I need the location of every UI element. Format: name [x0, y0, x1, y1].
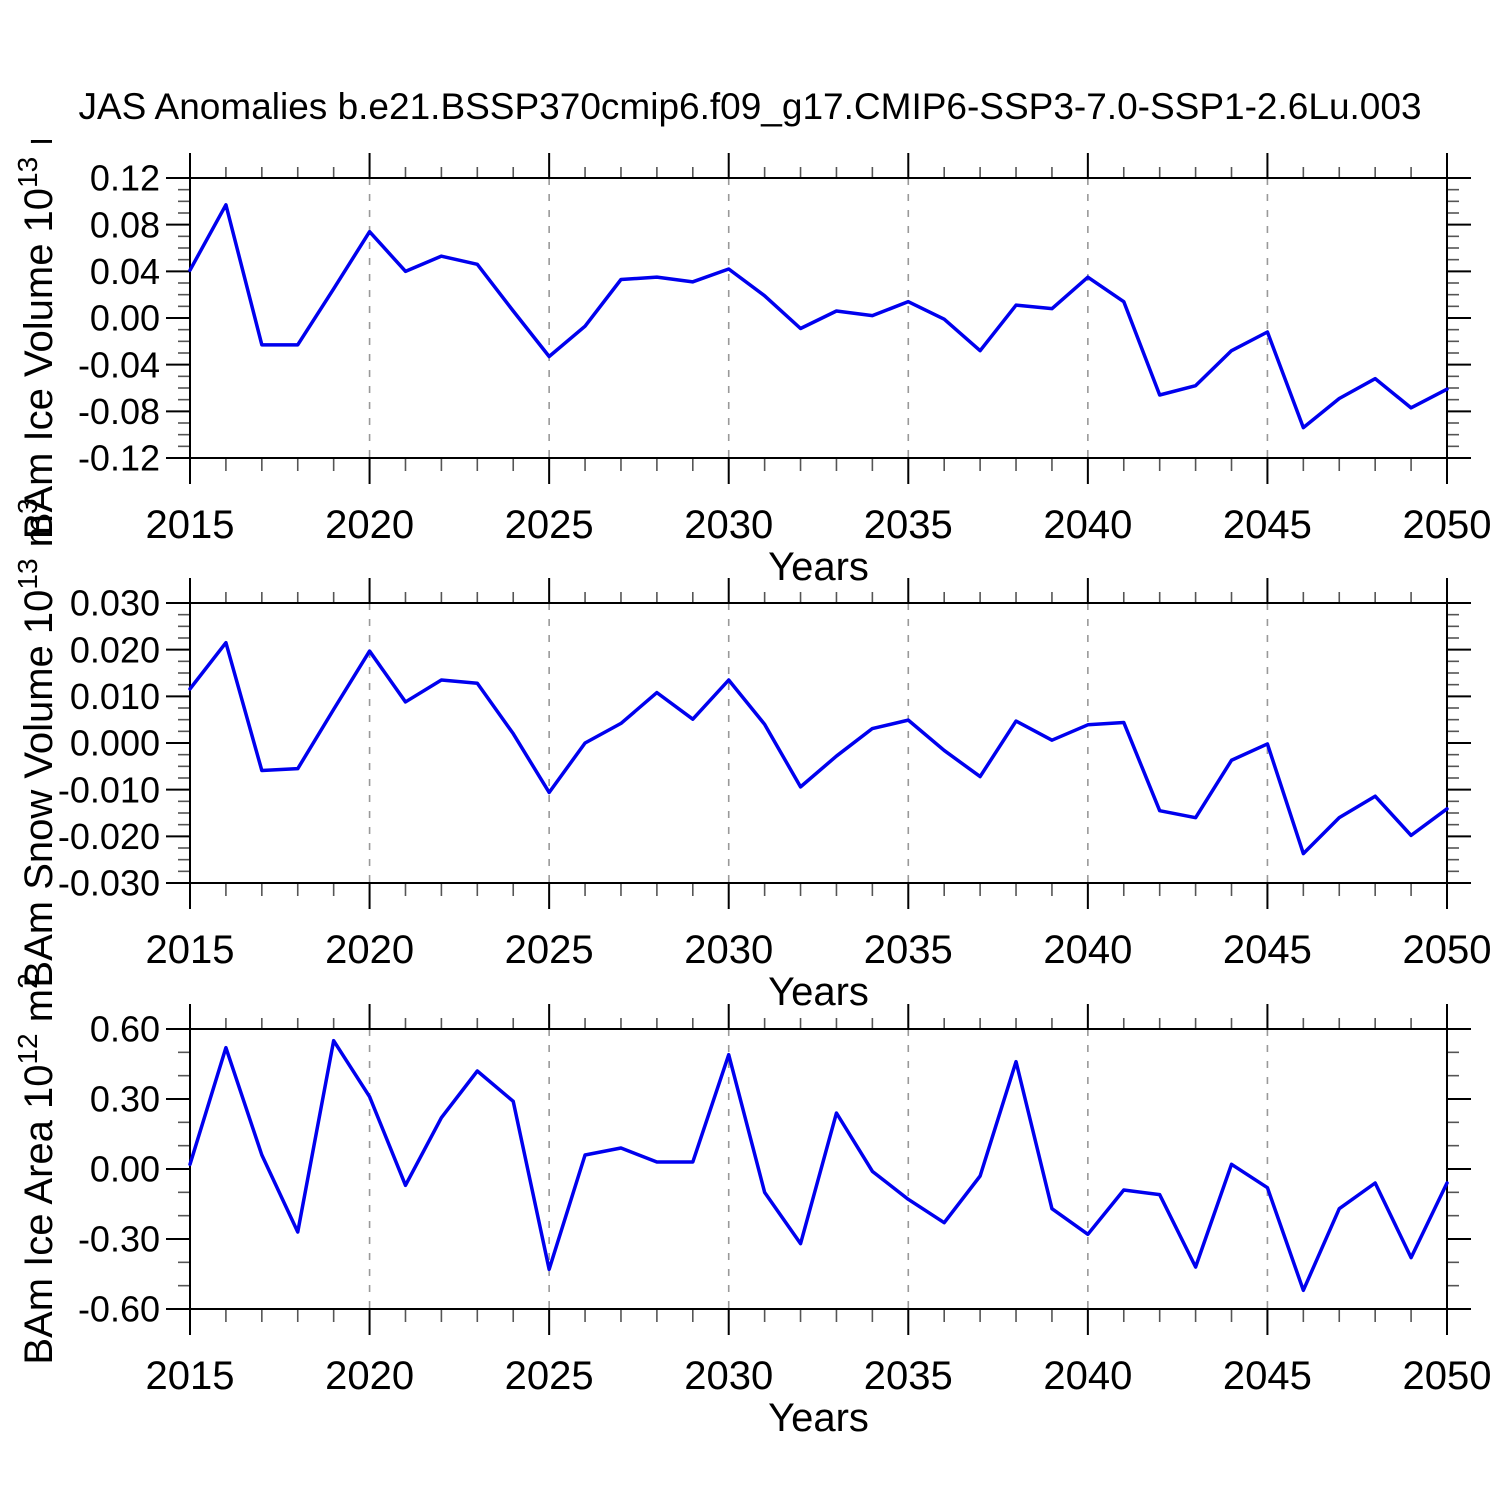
bam-snow-volume-y-axis-title: BAm Snow Volume 1013 m3	[12, 498, 61, 987]
x-tick-label-2030: 2030	[684, 928, 773, 972]
bam-ice-volume-y-axis: 0.12 0.08 0.04 0.00 -0.04 -0.08 -0.12	[78, 158, 1471, 479]
y-tick-label: 0.030	[70, 583, 160, 624]
x-tick-label-2045: 2045	[1223, 928, 1312, 972]
x-tick-label-2025: 2025	[505, 928, 594, 972]
x-tick-label-2015: 2015	[146, 503, 235, 547]
x-tick-label-2035: 2035	[864, 503, 953, 547]
bam-ice-area-frame	[189, 1028, 1448, 1310]
y-tick-label: -0.020	[58, 816, 160, 857]
x-tick-label-2020: 2020	[325, 1354, 414, 1398]
x-tick-label-2020: 2020	[325, 503, 414, 547]
bam-snow-volume-panel: 2015 2020 2025 2030 2035 2040 2045 2050Years0.0…	[12, 498, 1491, 1014]
y-tick-label: 0.60	[90, 1009, 160, 1050]
anomaly-plots: 2015 2020 2025 2030 2035 2040 2045 2050 Years 0.1…	[12, 140, 1491, 1440]
bam-ice-area-data-line	[188, 1038, 1449, 1293]
bam-ice-volume-data-line	[188, 203, 1449, 430]
bam-ice-area-panel: 2015 2020 2025 2030 2035 2040 2045 2050Years0.6…	[12, 973, 1491, 1440]
y-tick-label: -0.60	[78, 1289, 160, 1330]
y-tick-label: -0.04	[78, 344, 160, 385]
bam-ice-volume-x-axis: 2015 2020 2025 2030 2035 2040 2045 2050 Years	[146, 153, 1492, 589]
bam-snow-volume-y-axis: 0.030 0.020 0.010 0.000 -0.010 -0.020 -0.030	[58, 583, 1471, 904]
bam-snow-volume-frame	[189, 602, 1448, 884]
x-tick-label-2035: 2035	[864, 1354, 953, 1398]
x-tick-label-2045: 2045	[1223, 1354, 1312, 1398]
bam-ice-volume-panel: 2015 2020 2025 2030 2035 2040 2045 2050 Years 0.1…	[12, 140, 1491, 589]
bam-ice-area-y-axis: 0.60 0.30 0.00 -0.30 -0.60	[78, 1009, 1471, 1330]
bam-ice-volume-y-axis-title: BAm Ice Volume 1013 m3	[12, 140, 61, 539]
x-tick-label-2015: 2015	[146, 1354, 235, 1398]
x-tick-label-2040: 2040	[1043, 928, 1132, 972]
y-tick-label: 0.04	[90, 251, 160, 292]
y-tick-label: -0.12	[78, 438, 160, 479]
x-tick-label-2050: 2050	[1403, 503, 1492, 547]
x-tick-label-2025: 2025	[505, 1354, 594, 1398]
x-tick-label-2020: 2020	[325, 928, 414, 972]
x-tick-label-2015: 2015	[146, 928, 235, 972]
figure-title: JAS Anomalies b.e21.BSSP370cmip6.f09_g17…	[78, 86, 1422, 127]
y-tick-label: -0.08	[78, 391, 160, 432]
x-axis-title: Years	[768, 1396, 869, 1440]
x-tick-label-2045: 2045	[1223, 503, 1312, 547]
x-tick-label-2040: 2040	[1043, 1354, 1132, 1398]
y-tick-label: 0.08	[90, 204, 160, 245]
y-tick-label: 0.010	[70, 676, 160, 717]
x-tick-label-2050: 2050	[1403, 1354, 1492, 1398]
x-axis-title: Years	[768, 970, 869, 1014]
y-tick-label: 0.30	[90, 1079, 160, 1120]
x-tick-label-2025: 2025	[505, 503, 594, 547]
y-tick-label: -0.010	[58, 769, 160, 810]
y-tick-label: -0.030	[58, 863, 160, 904]
bam-snow-volume-data-line	[188, 640, 1449, 856]
bam-ice-area-x-axis: 2015 2020 2025 2030 2035 2040 2045 2050 Years	[146, 1004, 1492, 1440]
bam-ice-area-y-axis-title: BAm Ice Area 1012 m2	[12, 973, 61, 1364]
y-tick-label: 0.00	[90, 298, 160, 339]
bam-ice-area-gridlines	[368, 1029, 1269, 1309]
x-axis-title: Years	[768, 545, 869, 589]
y-tick-label: 0.020	[70, 629, 160, 670]
x-tick-label-2030: 2030	[684, 1354, 773, 1398]
x-tick-label-2050: 2050	[1403, 928, 1492, 972]
bam-snow-volume-x-axis: 2015 2020 2025 2030 2035 2040 2045 2050 Years	[146, 578, 1492, 1014]
y-tick-label: 0.12	[90, 158, 160, 199]
x-tick-label-2035: 2035	[864, 928, 953, 972]
x-tick-label-2030: 2030	[684, 503, 773, 547]
y-tick-label: 0.000	[70, 723, 160, 764]
bam-ice-volume-frame	[189, 177, 1448, 459]
y-tick-label: 0.00	[90, 1149, 160, 1190]
x-tick-label-2040: 2040	[1043, 503, 1132, 547]
y-tick-label: -0.30	[78, 1219, 160, 1260]
